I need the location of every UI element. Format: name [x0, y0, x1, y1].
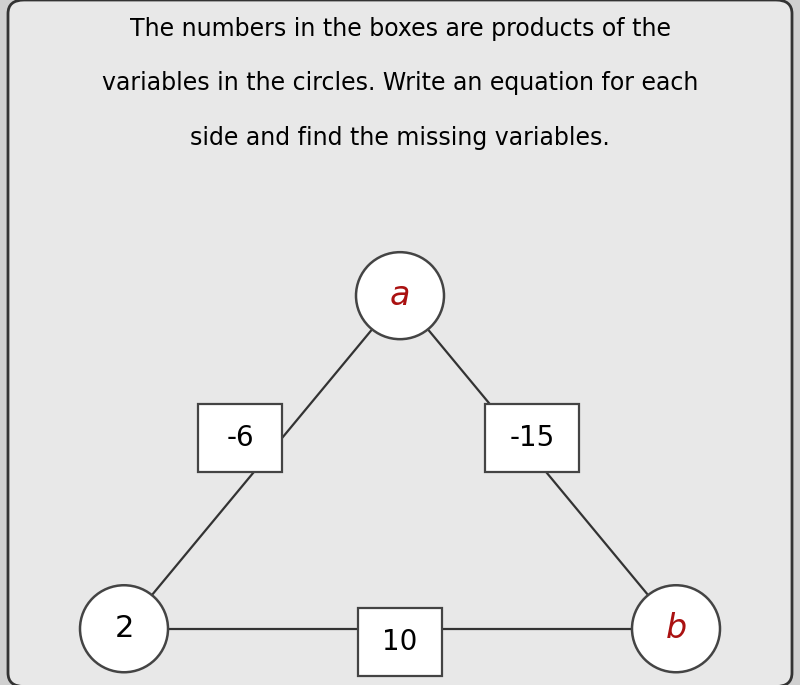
Text: side and find the missing variables.: side and find the missing variables.	[190, 126, 610, 150]
Ellipse shape	[356, 252, 444, 339]
Text: -15: -15	[510, 425, 554, 452]
Text: b: b	[666, 612, 686, 645]
Ellipse shape	[80, 585, 168, 672]
Ellipse shape	[632, 585, 720, 672]
Text: 2: 2	[114, 614, 134, 643]
Text: 10: 10	[382, 628, 418, 656]
Text: variables in the circles. Write an equation for each: variables in the circles. Write an equat…	[102, 71, 698, 95]
Text: a: a	[390, 279, 410, 312]
Text: The numbers in the boxes are products of the: The numbers in the boxes are products of…	[130, 17, 670, 41]
FancyBboxPatch shape	[485, 404, 579, 473]
FancyBboxPatch shape	[198, 404, 282, 473]
FancyBboxPatch shape	[358, 608, 442, 676]
FancyBboxPatch shape	[8, 0, 792, 685]
Text: -6: -6	[226, 425, 254, 452]
